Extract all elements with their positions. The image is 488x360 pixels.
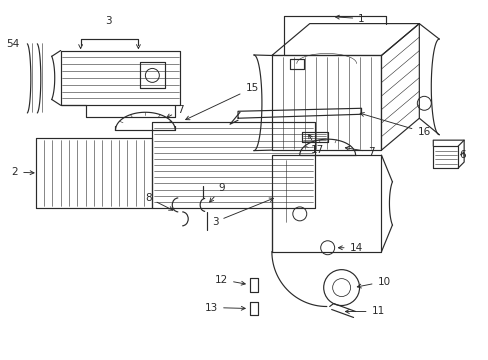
Text: 15: 15	[185, 84, 258, 120]
Text: 9: 9	[209, 183, 225, 202]
Text: 6: 6	[458, 150, 465, 160]
Text: 8: 8	[145, 193, 173, 210]
Text: 13: 13	[204, 302, 244, 312]
Text: 3: 3	[211, 198, 273, 227]
Text: 11: 11	[345, 306, 384, 316]
Text: 3: 3	[105, 15, 112, 26]
Text: 7: 7	[345, 147, 374, 157]
Text: 1: 1	[335, 14, 364, 24]
Text: 2: 2	[12, 167, 34, 177]
Text: 10: 10	[357, 276, 390, 288]
Text: 14: 14	[338, 243, 362, 253]
Text: 16: 16	[360, 113, 430, 137]
Text: 17: 17	[308, 135, 324, 155]
Text: 7: 7	[166, 105, 183, 118]
Text: 12: 12	[214, 275, 245, 285]
Text: 54: 54	[6, 39, 20, 49]
